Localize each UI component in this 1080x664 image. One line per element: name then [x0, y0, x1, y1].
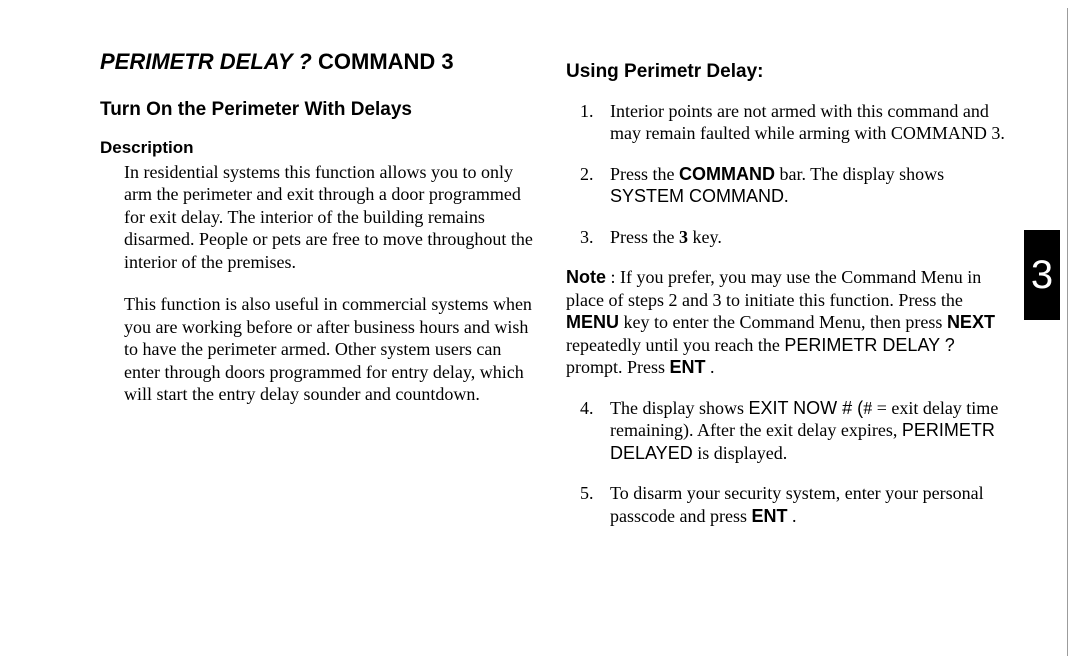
step-3: 3. Press the 3 key. [566, 226, 1008, 249]
description-para-1: In residential systems this function all… [100, 161, 538, 274]
perimetr-delay-prompt: PERIMETR DELAY ? [784, 335, 954, 355]
step-number: 4. [580, 397, 594, 420]
note-label: Note [566, 267, 606, 287]
steps-list: 1. Interior points are not armed with th… [566, 100, 1008, 249]
content-columns: PERIMETR DELAY ? COMMAND 3 Turn On the P… [100, 48, 1040, 545]
note-block: Note : If you prefer, you may use the Co… [566, 266, 1008, 379]
main-title-italic: PERIMETR DELAY ? [100, 49, 312, 74]
step-2-text: Press the COMMAND bar. The display shows… [610, 164, 944, 207]
description-para-2: This function is also useful in commerci… [100, 293, 538, 406]
step-1: 1. Interior points are not armed with th… [566, 100, 1008, 145]
next-key-label: NEXT [947, 312, 995, 332]
key-3-label: 3 [679, 227, 688, 247]
right-subtitle: Using Perimetr Delay: [566, 60, 1008, 84]
step-1-text: Interior points are not armed with this … [610, 101, 1005, 144]
right-column: Using Perimetr Delay: 1. Interior points… [566, 48, 1008, 545]
section-tab-number: 3 [1031, 250, 1053, 300]
step-5: 5. To disarm your security system, enter… [566, 482, 1008, 527]
step-number: 5. [580, 482, 594, 505]
left-column: PERIMETR DELAY ? COMMAND 3 Turn On the P… [100, 48, 538, 545]
step-number: 3. [580, 226, 594, 249]
menu-key-label: MENU [566, 312, 619, 332]
document-page: 3 PERIMETR DELAY ? COMMAND 3 Turn On the… [0, 0, 1080, 664]
step-number: 1. [580, 100, 594, 123]
step-4-text: The display shows EXIT NOW # (# = exit d… [610, 398, 998, 463]
main-title-rest: COMMAND 3 [312, 49, 454, 74]
step-4: 4. The display shows EXIT NOW # (# = exi… [566, 397, 1008, 465]
step-number: 2. [580, 163, 594, 186]
step-5-text: To disarm your security system, enter yo… [610, 483, 984, 526]
ent-key-label: ENT [751, 506, 787, 526]
command-key-label: COMMAND [679, 164, 775, 184]
steps-list-cont: 4. The display shows EXIT NOW # (# = exi… [566, 397, 1008, 528]
left-subtitle: Turn On the Perimeter With Delays [100, 98, 538, 122]
system-command-display: SYSTEM COMMAND [610, 186, 784, 206]
section-tab: 3 [1024, 230, 1060, 320]
main-title: PERIMETR DELAY ? COMMAND 3 [100, 48, 538, 76]
page-right-rule [1067, 8, 1068, 656]
step-2: 2. Press the COMMAND bar. The display sh… [566, 163, 1008, 208]
step-3-text: Press the 3 key. [610, 227, 722, 247]
description-label: Description [100, 137, 538, 158]
exit-now-display: EXIT NOW # ( [749, 398, 864, 418]
ent-key-label: ENT [670, 357, 706, 377]
